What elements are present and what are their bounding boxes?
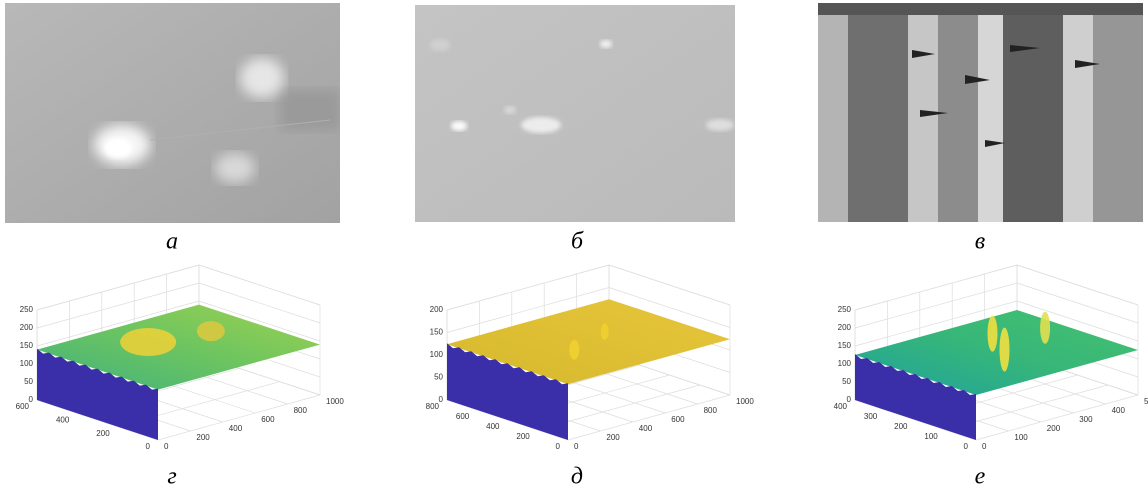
surface-peak — [1040, 311, 1051, 344]
grid-line — [975, 394, 1139, 441]
z-tick-label: 150 — [838, 341, 852, 350]
z-tick-label: 250 — [838, 305, 852, 314]
y-tick-label: 200 — [96, 429, 110, 438]
z-tick-label: 200 — [20, 323, 34, 332]
x-tick-label: 100 — [1014, 433, 1028, 442]
surface-top — [37, 304, 320, 390]
z-tick-label: 200 — [838, 323, 852, 332]
x-tick-label: 800 — [704, 406, 718, 415]
y-tick-label: 600 — [456, 412, 470, 421]
surface-front-face — [447, 343, 568, 440]
z-tick-label: 150 — [430, 328, 444, 337]
grid-line — [567, 394, 731, 441]
x-tick-label: 1000 — [736, 397, 754, 406]
z-tick-label: 0 — [847, 395, 852, 404]
x-tick-label: 400 — [229, 424, 243, 433]
grid-line — [446, 287, 610, 333]
surface-peak — [196, 321, 225, 342]
y-tick-label: 0 — [964, 442, 969, 451]
caption: е — [975, 464, 986, 490]
x-tick-label: 200 — [606, 433, 620, 442]
z-tick-label: 100 — [838, 359, 852, 368]
y-tick-label: 0 — [146, 442, 151, 451]
grid-line — [36, 300, 200, 347]
z-tick-label: 0 — [439, 395, 444, 404]
surface-peak — [600, 323, 609, 340]
grid-line — [36, 264, 200, 311]
y-tick-label: 200 — [894, 422, 908, 431]
z-tick-label: 50 — [24, 377, 33, 386]
surface-peak — [999, 327, 1010, 372]
grid-line — [1016, 264, 1139, 306]
z-tick-label: 100 — [430, 350, 444, 359]
z-tick-label: 250 — [20, 305, 34, 314]
surface-peak — [987, 315, 998, 352]
y-tick-label: 0 — [556, 442, 561, 451]
x-tick-label: 0 — [574, 442, 579, 451]
grid-line — [446, 264, 610, 311]
x-tick-label: 800 — [294, 406, 308, 415]
afm-image-a — [5, 3, 340, 223]
surface-front-face — [37, 348, 158, 440]
x-tick-label: 400 — [639, 424, 653, 433]
surface-top — [447, 299, 730, 385]
y-tick-label: 800 — [426, 402, 440, 411]
afm-image-c — [818, 3, 1143, 222]
z-tick-label: 50 — [434, 373, 443, 382]
grid-line — [198, 282, 321, 324]
x-tick-label: 400 — [1112, 406, 1126, 415]
grid-line — [854, 264, 1018, 311]
caption: в — [975, 229, 985, 255]
y-tick-label: 400 — [834, 402, 848, 411]
grid-line — [157, 394, 321, 441]
y-tick-label: 200 — [516, 432, 530, 441]
z-tick-label: 100 — [20, 359, 34, 368]
x-tick-label: 500 — [1144, 397, 1148, 406]
x-tick-label: 600 — [671, 415, 685, 424]
x-tick-label: 600 — [261, 415, 275, 424]
surface-peak — [569, 339, 580, 360]
y-tick-label: 100 — [924, 432, 938, 441]
grid-line — [1016, 300, 1139, 342]
caption: б — [571, 229, 584, 255]
grid-line — [198, 264, 321, 306]
z-tick-label: 150 — [20, 341, 34, 350]
y-tick-label: 300 — [864, 412, 878, 421]
grid-line — [854, 300, 1018, 347]
z-tick-label: 50 — [842, 377, 851, 386]
afm-image-b — [415, 5, 735, 222]
x-tick-label: 0 — [164, 442, 169, 451]
grid-line — [608, 264, 731, 306]
x-tick-label: 0 — [982, 442, 987, 451]
x-tick-label: 300 — [1079, 415, 1093, 424]
surface-peak — [120, 328, 177, 357]
z-tick-label: 0 — [29, 395, 34, 404]
y-tick-label: 600 — [16, 402, 30, 411]
surface-front-face — [855, 354, 976, 440]
y-tick-label: 400 — [486, 422, 500, 431]
grid-line — [608, 287, 731, 328]
grid-line — [36, 282, 200, 329]
caption: д — [571, 464, 583, 490]
caption: г — [167, 464, 176, 490]
y-tick-label: 400 — [56, 415, 70, 424]
surface-top — [855, 310, 1138, 395]
caption: а — [166, 229, 178, 255]
x-tick-label: 200 — [196, 433, 210, 442]
grid-line — [198, 300, 321, 342]
z-tick-label: 200 — [430, 305, 444, 314]
x-tick-label: 200 — [1047, 424, 1061, 433]
surface-plots: 0501001502002500200400600020040060080010… — [16, 264, 1148, 451]
grid-line — [854, 282, 1018, 329]
grid-line — [1016, 282, 1139, 324]
x-tick-label: 1000 — [326, 397, 344, 406]
